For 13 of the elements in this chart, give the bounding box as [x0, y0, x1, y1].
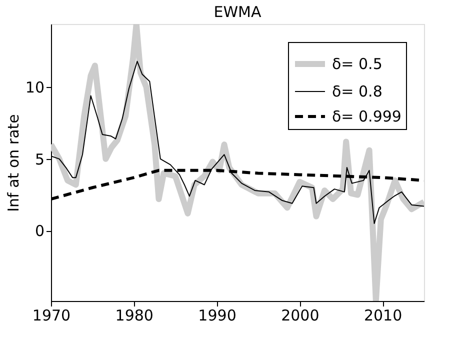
chart-title: EWMA — [214, 3, 262, 21]
legend-label: δ= 0.5 — [332, 55, 382, 73]
legend-label: δ= 0.8 — [332, 82, 382, 100]
x-tick-label: 2000 — [281, 306, 320, 324]
y-tick-label: 0 — [34, 222, 44, 240]
x-tick-label: 1970 — [32, 306, 71, 324]
x-tick-label: 1980 — [115, 306, 154, 324]
x-tick-label: 2010 — [364, 306, 402, 324]
y-tick-label: 5 — [34, 150, 44, 168]
y-axis-title: Inf at on rate — [4, 114, 22, 212]
y-tick-label: 10 — [25, 78, 44, 97]
legend-label: δ= 0.999 — [332, 108, 402, 126]
x-tick-label: 1990 — [198, 306, 236, 324]
